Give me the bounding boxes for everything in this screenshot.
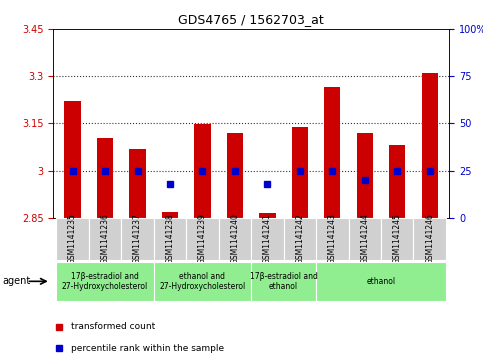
Text: GSM1141246: GSM1141246 — [425, 213, 434, 264]
FancyBboxPatch shape — [284, 218, 316, 260]
Bar — [129, 148, 146, 218]
FancyBboxPatch shape — [219, 218, 251, 260]
Bar — [389, 146, 405, 218]
FancyBboxPatch shape — [154, 262, 251, 301]
FancyBboxPatch shape — [316, 262, 446, 301]
Bar — [65, 101, 81, 218]
Text: GSM1141238: GSM1141238 — [166, 213, 174, 264]
Text: GSM1141240: GSM1141240 — [230, 213, 240, 264]
FancyBboxPatch shape — [251, 218, 284, 260]
FancyBboxPatch shape — [154, 218, 186, 260]
Title: GDS4765 / 1562703_at: GDS4765 / 1562703_at — [178, 13, 324, 26]
Bar — [259, 213, 275, 218]
Text: GSM1141239: GSM1141239 — [198, 213, 207, 264]
Text: GSM1141244: GSM1141244 — [360, 213, 369, 264]
FancyBboxPatch shape — [413, 218, 446, 260]
Text: 17β-estradiol and
27-Hydroxycholesterol: 17β-estradiol and 27-Hydroxycholesterol — [62, 272, 148, 291]
Bar — [292, 127, 308, 218]
Bar — [324, 87, 341, 218]
Text: GSM1141242: GSM1141242 — [296, 213, 304, 264]
FancyBboxPatch shape — [349, 218, 381, 260]
Bar — [227, 133, 243, 218]
Text: transformed count: transformed count — [71, 322, 155, 331]
Bar — [422, 73, 438, 218]
Text: GSM1141235: GSM1141235 — [68, 213, 77, 264]
Text: GSM1141245: GSM1141245 — [393, 213, 402, 264]
Bar — [194, 124, 211, 218]
FancyBboxPatch shape — [186, 218, 219, 260]
Text: GSM1141241: GSM1141241 — [263, 213, 272, 264]
Text: GSM1141243: GSM1141243 — [328, 213, 337, 264]
Bar — [162, 212, 178, 218]
Text: GSM1141237: GSM1141237 — [133, 213, 142, 264]
FancyBboxPatch shape — [381, 218, 413, 260]
Text: agent: agent — [2, 276, 30, 286]
Text: ethanol: ethanol — [367, 277, 396, 286]
FancyBboxPatch shape — [57, 262, 154, 301]
Bar — [356, 133, 373, 218]
Text: percentile rank within the sample: percentile rank within the sample — [71, 344, 224, 353]
FancyBboxPatch shape — [57, 218, 89, 260]
Bar — [97, 138, 113, 218]
Text: 17β-estradiol and
ethanol: 17β-estradiol and ethanol — [250, 272, 317, 291]
FancyBboxPatch shape — [121, 218, 154, 260]
Text: GSM1141236: GSM1141236 — [100, 213, 110, 264]
FancyBboxPatch shape — [316, 218, 349, 260]
Text: ethanol and
27-Hydroxycholesterol: ethanol and 27-Hydroxycholesterol — [159, 272, 245, 291]
FancyBboxPatch shape — [251, 262, 316, 301]
FancyBboxPatch shape — [89, 218, 121, 260]
